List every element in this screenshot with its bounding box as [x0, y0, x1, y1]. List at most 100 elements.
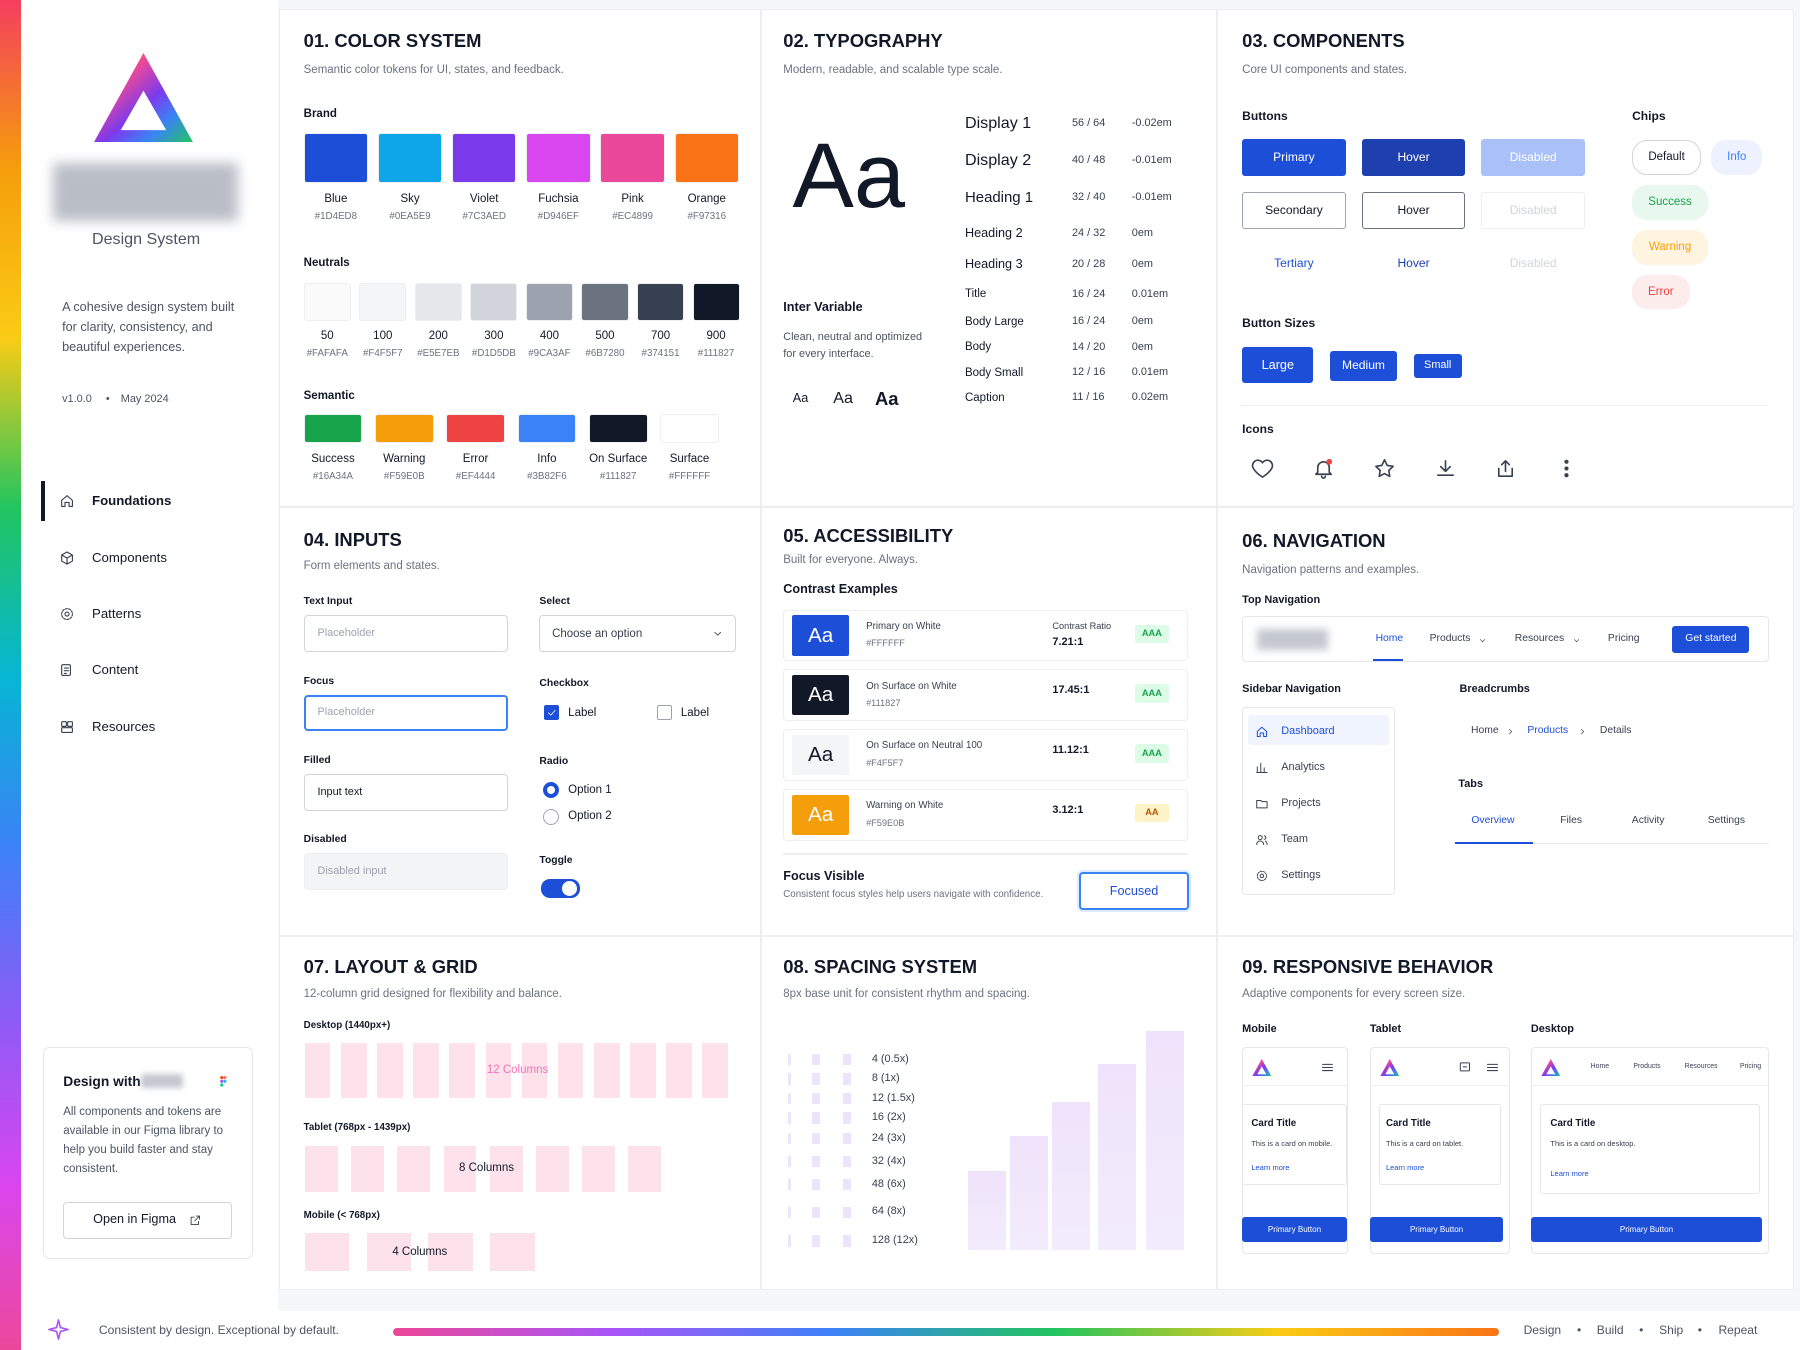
- button-label[interactable]: Disabled: [1509, 202, 1557, 217]
- top-nav-item[interactable]: Pricing: [1607, 633, 1640, 645]
- button-label[interactable]: Primary: [1273, 150, 1315, 165]
- button-label[interactable]: Primary Button: [1619, 1224, 1674, 1234]
- section-title: 01. COLOR SYSTEM: [303, 29, 482, 51]
- nav-item[interactable]: Content: [92, 662, 139, 678]
- swatch-hex: #F4F5F7: [362, 348, 403, 360]
- button[interactable]: [1361, 192, 1466, 229]
- figma-button[interactable]: [63, 1201, 233, 1239]
- card-link[interactable]: Learn more: [1251, 1162, 1290, 1172]
- contrast-name: Primary on White: [866, 620, 941, 632]
- button[interactable]: [1361, 139, 1466, 176]
- breadcrumb[interactable]: Products: [1527, 725, 1569, 737]
- nav-item[interactable]: Patterns: [92, 605, 142, 621]
- button-label[interactable]: Disabled: [1509, 255, 1557, 270]
- chip-label[interactable]: Default: [1648, 151, 1685, 164]
- radio-checked[interactable]: [542, 782, 559, 799]
- nav-item[interactable]: Foundations: [92, 493, 172, 509]
- button-label[interactable]: Hover: [1397, 202, 1430, 217]
- button-label[interactable]: Medium: [1342, 358, 1385, 373]
- chip[interactable]: [1632, 230, 1708, 265]
- footer-item: Design: [1523, 1323, 1562, 1338]
- nav-item[interactable]: Components: [92, 549, 167, 565]
- spacing-swatch: [812, 1155, 821, 1168]
- top-nav-item[interactable]: Resources: [1514, 633, 1565, 645]
- focused-button[interactable]: [1078, 871, 1190, 910]
- tab[interactable]: Settings: [1707, 814, 1746, 826]
- promo-title: Design with: [63, 1073, 141, 1089]
- sidebar-nav-item[interactable]: Analytics: [1281, 760, 1325, 773]
- color-swatch: [581, 282, 629, 321]
- chip-label[interactable]: Error: [1648, 286, 1674, 298]
- button-label[interactable]: Secondary: [1265, 202, 1323, 217]
- nav-icon: [1256, 834, 1268, 845]
- primary-button[interactable]: [1369, 1216, 1504, 1243]
- chip[interactable]: [1711, 140, 1763, 175]
- grid-column: [535, 1145, 569, 1192]
- chip-label[interactable]: Success: [1648, 196, 1692, 209]
- text-input[interactable]: [303, 853, 509, 891]
- chip[interactable]: [1632, 140, 1702, 175]
- checkbox[interactable]: [656, 705, 672, 720]
- chip-label[interactable]: Info: [1727, 151, 1747, 164]
- spacing-swatch: [812, 1206, 821, 1219]
- button-label[interactable]: Large: [1261, 357, 1294, 372]
- swatch-name: On Surface: [589, 452, 648, 465]
- scale-name: Body Small: [964, 366, 1024, 379]
- primary-button[interactable]: [1530, 1216, 1763, 1243]
- sidebar-nav-item[interactable]: Team: [1281, 832, 1308, 845]
- figma-button-label[interactable]: Open in Figma: [93, 1212, 177, 1227]
- sidebar-nav-item[interactable]: Projects: [1281, 796, 1321, 809]
- button[interactable]: [1481, 192, 1585, 229]
- sample-text: Aa: [807, 803, 834, 827]
- group-label: Sidebar Navigation: [1242, 683, 1341, 696]
- cta-label[interactable]: Get started: [1685, 633, 1737, 645]
- chip-label[interactable]: Warning: [1648, 241, 1692, 254]
- radio[interactable]: [542, 808, 559, 825]
- nav-icon: [1256, 870, 1267, 881]
- button-label[interactable]: Small: [1424, 358, 1452, 371]
- checkbox-checked[interactable]: [544, 705, 559, 720]
- group-label: Button Sizes: [1242, 315, 1316, 330]
- divider: [783, 853, 1189, 855]
- button[interactable]: [1329, 350, 1398, 381]
- top-nav-item[interactable]: Home: [1375, 633, 1404, 645]
- breadcrumb[interactable]: Home: [1471, 725, 1499, 737]
- text-input[interactable]: [303, 694, 509, 732]
- text-input[interactable]: [303, 615, 509, 653]
- menu-icon: [1321, 1063, 1333, 1071]
- button-label[interactable]: Hover: [1397, 150, 1430, 165]
- nav-icon: [60, 720, 73, 733]
- tab[interactable]: Activity: [1631, 814, 1665, 826]
- chip[interactable]: [1632, 185, 1708, 220]
- tab[interactable]: Files: [1560, 814, 1583, 826]
- primary-button[interactable]: [1242, 1216, 1347, 1243]
- button[interactable]: [1242, 192, 1346, 229]
- button-label[interactable]: Primary Button: [1267, 1224, 1322, 1234]
- button-label[interactable]: Primary Button: [1409, 1224, 1464, 1234]
- nav-item[interactable]: Resources: [92, 718, 156, 734]
- button[interactable]: [1413, 354, 1462, 379]
- select[interactable]: [539, 615, 737, 653]
- button-label[interactable]: Tertiary: [1274, 255, 1314, 270]
- button-label[interactable]: Disabled: [1509, 150, 1557, 165]
- text-input[interactable]: [303, 774, 509, 811]
- button[interactable]: [1481, 139, 1585, 176]
- cta-button[interactable]: [1672, 625, 1750, 654]
- sidebar-nav-item[interactable]: Settings: [1281, 868, 1321, 881]
- tab[interactable]: Overview: [1471, 814, 1515, 826]
- button[interactable]: [1242, 347, 1314, 383]
- button[interactable]: [1242, 139, 1346, 176]
- button-label[interactable]: Focused: [1109, 883, 1159, 898]
- swatch-hex: #6B7280: [585, 348, 625, 360]
- top-nav-item[interactable]: Products: [1429, 633, 1471, 645]
- section-subtitle: Modern, readable, and scalable type scal…: [783, 64, 1003, 77]
- sidebar-nav-item[interactable]: Dashboard: [1281, 724, 1335, 737]
- swatch-hex: #1D4ED8: [314, 211, 358, 223]
- chip[interactable]: [1632, 274, 1690, 310]
- swatch-name: 500: [595, 329, 615, 342]
- button-label[interactable]: Hover: [1397, 255, 1430, 270]
- swatch-hex: #374151: [641, 348, 680, 360]
- card-link[interactable]: Learn more: [1385, 1162, 1425, 1172]
- card-link[interactable]: Learn more: [1550, 1168, 1589, 1178]
- group-label: Icons: [1242, 421, 1274, 436]
